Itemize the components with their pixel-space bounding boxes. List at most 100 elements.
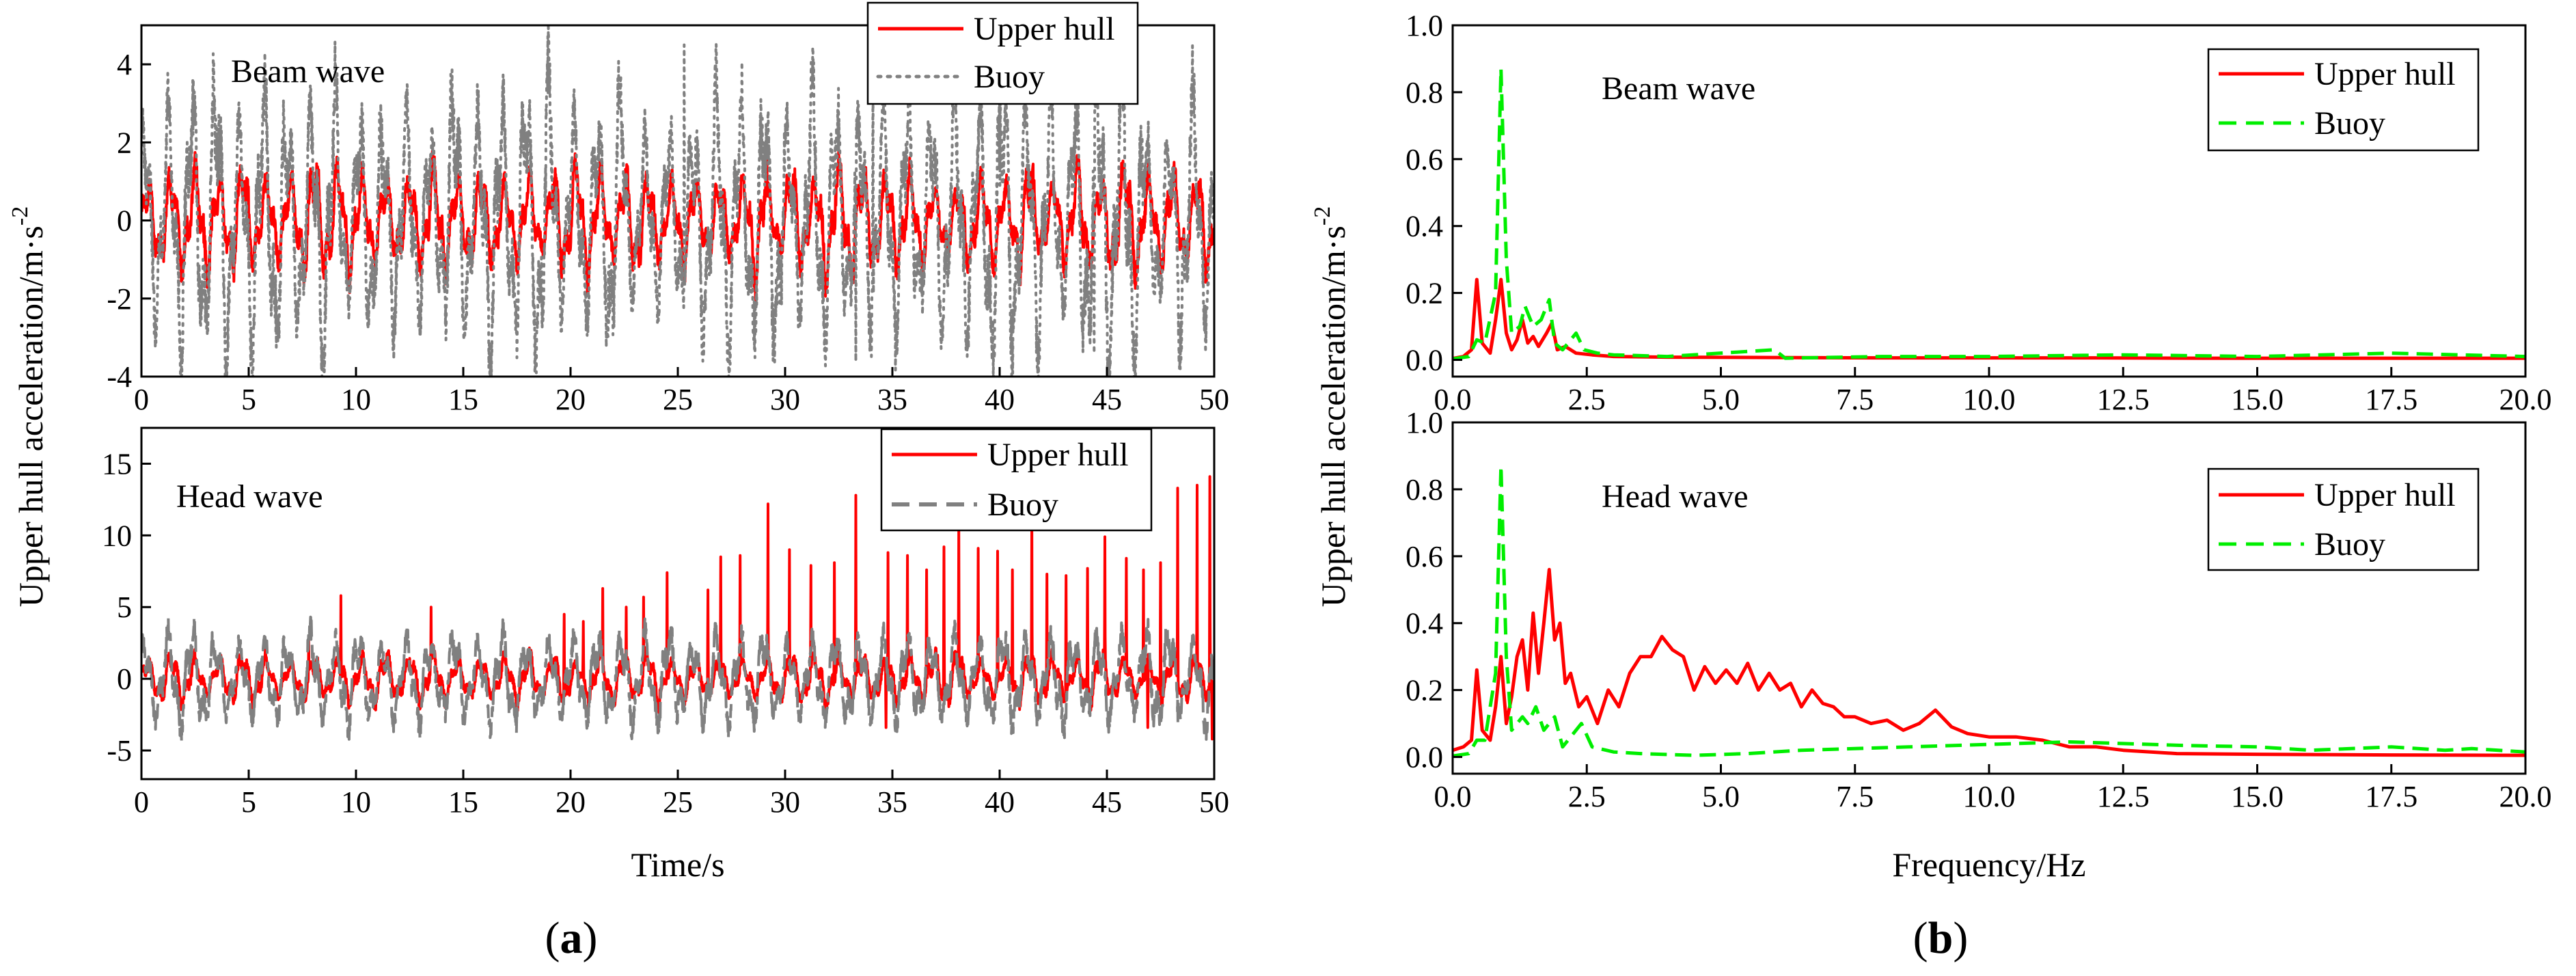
- legend-label-buoy: Buoy: [974, 59, 1045, 95]
- x-tick-label: 30: [770, 383, 800, 416]
- y-axis-label-a-text: Upper hull acceleration/m·s: [12, 226, 50, 607]
- legend-label-upper-hull: Upper hull: [974, 11, 1115, 47]
- x-tick-label: 10: [341, 785, 371, 819]
- series-upper-hull: [141, 148, 1214, 302]
- x-tick-label: 0.0: [1434, 780, 1472, 813]
- x-tick-label: 15: [448, 785, 478, 819]
- y-axis-label-a: Upper hull acceleration/m·s-2: [8, 206, 50, 607]
- legend-box: [880, 428, 1153, 532]
- x-tick-label: 2.5: [1568, 383, 1606, 416]
- y-axis-label-b-superscript: -2: [1310, 206, 1335, 226]
- y-tick-label: -5: [107, 734, 132, 768]
- x-tick-label: 10.0: [1963, 383, 2016, 416]
- panel-annotation: Head wave: [1602, 478, 1749, 515]
- series-buoy: [141, 25, 1214, 377]
- panel-label-a-letter: a: [560, 913, 583, 963]
- plot-area: [141, 475, 1214, 744]
- x-tick-label: 20: [556, 785, 586, 819]
- y-tick-label: 4: [117, 48, 132, 81]
- chart-a-beam-wave: 0 5 10 15 20 25 30 35 40 45 50 -4 -2 0 2 4 Beam wave Up…: [107, 1, 1229, 416]
- x-tick-label: 30: [770, 785, 800, 819]
- series-buoy: [1453, 464, 2525, 758]
- y-tick-label: 5: [117, 591, 132, 624]
- panel-annotation: Beam wave: [1602, 70, 1755, 107]
- x-tick-label: 40: [985, 785, 1015, 819]
- legend-box: [2207, 48, 2480, 152]
- y-tick-label: 0: [117, 204, 132, 238]
- y-tick-label: 2: [117, 126, 132, 159]
- x-tick-label: 35: [877, 785, 907, 819]
- y-tick-label: 15: [102, 447, 132, 480]
- y-tick-label: 0.8: [1406, 473, 1443, 506]
- plot-area: [1453, 464, 2525, 758]
- y-tick-label: 1.0: [1406, 9, 1443, 42]
- x-tick-label: 0: [134, 785, 149, 819]
- x-tick-label: 35: [877, 383, 907, 416]
- legend-box: [2207, 467, 2480, 571]
- plot-area: [141, 25, 1214, 377]
- y-tick-label: 0.0: [1406, 344, 1443, 377]
- legend: Upper hull Buoy: [2207, 467, 2480, 571]
- y-tick-label: 10: [102, 519, 132, 552]
- x-tick-label: 17.5: [2365, 383, 2417, 416]
- series-buoy: [141, 615, 1214, 744]
- x-tick-label: 5: [241, 383, 256, 416]
- series-upper-hull: [1453, 277, 2525, 361]
- legend: Upper hull Buoy: [880, 428, 1153, 532]
- plot-area: [1453, 67, 2525, 361]
- legend-label-buoy: Buoy: [2314, 526, 2385, 562]
- chart-b-head-wave-spectrum: 0.0 2.5 5.0 7.5 10.0 12.5 15.0 17.5 20.0 0.0 0.2 0.…: [1406, 406, 2552, 884]
- legend: Upper hull Buoy: [2207, 48, 2480, 152]
- x-tick-label: 25: [663, 383, 693, 416]
- x-tick-label: 20.0: [2499, 780, 2552, 813]
- legend: Upper hull Buoy: [866, 1, 1139, 105]
- x-tick-label: 25: [663, 785, 693, 819]
- y-tick-label: 0.6: [1406, 540, 1443, 573]
- x-tick-label: 15.0: [2231, 383, 2284, 416]
- panel-label-b-letter: b: [1928, 913, 1954, 963]
- x-tick-label: 5.0: [1702, 383, 1740, 416]
- y-tick-label: 0.8: [1406, 76, 1443, 109]
- series-upper-hull: [1453, 567, 2525, 757]
- panel-annotation: Head wave: [176, 478, 323, 515]
- y-tick-label: 0.4: [1406, 210, 1443, 243]
- y-tick-label: 0.4: [1406, 607, 1443, 640]
- legend-box: [866, 1, 1139, 105]
- x-axis-label: Time/s: [631, 845, 724, 884]
- x-tick-label: 12.5: [2097, 780, 2150, 813]
- ticks: 0.0 2.5 5.0 7.5 10.0 12.5 15.0 17.5 20.0 0.0 0.2 0.…: [1406, 406, 2552, 813]
- x-tick-label: 15: [448, 383, 478, 416]
- panel-annotation: Beam wave: [231, 53, 385, 90]
- chart-b-beam-wave-spectrum: 0.0 2.5 5.0 7.5 10.0 12.5 15.0 17.5 20.0 0.0 0.2 0.…: [1406, 9, 2552, 416]
- x-tick-label: 10: [341, 383, 371, 416]
- x-tick-label: 5.0: [1702, 780, 1740, 813]
- x-tick-label: 20: [556, 383, 586, 416]
- legend-label-buoy: Buoy: [987, 487, 1058, 523]
- y-tick-label: 1.0: [1406, 406, 1443, 439]
- x-tick-label: 15.0: [2231, 780, 2284, 813]
- x-tick-label: 7.5: [1836, 383, 1874, 416]
- x-tick-label: 10.0: [1963, 780, 2016, 813]
- x-tick-label: 45: [1092, 785, 1122, 819]
- y-tick-label: -2: [107, 282, 132, 316]
- y-axis-label-b: Upper hull acceleration/m·s-2: [1310, 206, 1352, 607]
- panel-label-b: (b): [1913, 913, 1969, 963]
- y-tick-label: 0.6: [1406, 143, 1443, 176]
- ticks: 0 5 10 15 20 25 30 35 40 45 50 -4 -2 0 2 4: [107, 48, 1229, 416]
- x-tick-label: 0: [134, 383, 149, 416]
- y-tick-label: 0: [117, 662, 132, 696]
- legend-label-upper-hull: Upper hull: [987, 437, 1129, 473]
- x-tick-label: 50: [1199, 383, 1229, 416]
- x-tick-label: 20.0: [2499, 383, 2552, 416]
- x-tick-label: 50: [1199, 785, 1229, 819]
- x-tick-label: 40: [985, 383, 1015, 416]
- ticks: 0.0 2.5 5.0 7.5 10.0 12.5 15.0 17.5 20.0 0.0 0.2 0.…: [1406, 9, 2552, 416]
- y-tick-label: 0.2: [1406, 277, 1443, 310]
- y-tick-label: 0.2: [1406, 674, 1443, 707]
- x-tick-label: 45: [1092, 383, 1122, 416]
- y-tick-label: 0.0: [1406, 741, 1443, 774]
- legend-label-upper-hull: Upper hull: [2314, 56, 2456, 92]
- x-tick-label: 5: [241, 785, 256, 819]
